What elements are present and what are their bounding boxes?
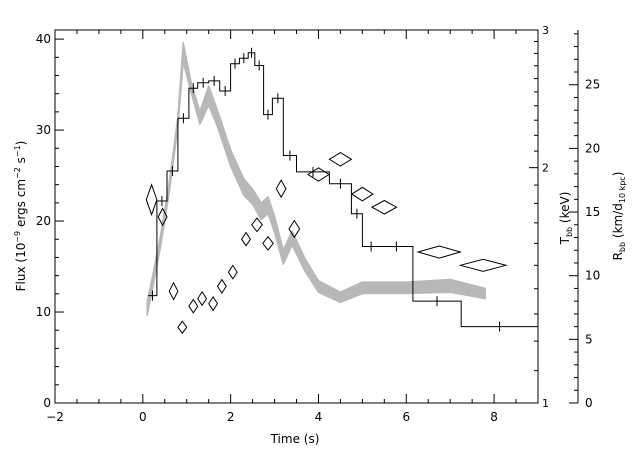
temperature-diamond — [328, 152, 353, 167]
radius-axis: 0 5 10 15 20 25 — [569, 30, 600, 410]
radius-tick-label: 20 — [585, 141, 600, 155]
flux-tick-label: 20 — [36, 214, 51, 228]
flux-tick-label: 40 — [36, 32, 51, 46]
flux-tick-label: 30 — [36, 123, 51, 137]
flux-axis: 0 10 20 30 40 — [36, 32, 64, 410]
temperature-diamond — [350, 186, 374, 202]
x-axis: −2 0 2 4 6 8 — [46, 30, 539, 424]
temperature-diamond — [416, 245, 463, 259]
temperature-diamond — [262, 235, 274, 251]
flux-axis-label: Flux (10−9 ergs cm−2 s−1) — [13, 141, 28, 292]
temperature-tick-label: 1 — [542, 397, 549, 410]
temperature-axis-label: Tbb (keV) — [558, 192, 574, 246]
temperature-diamond — [188, 298, 199, 314]
radius-tick-label: 0 — [585, 396, 593, 410]
temperature-diamond — [168, 281, 179, 301]
temperature-diamond — [208, 295, 219, 312]
radius-band — [146, 41, 487, 316]
radius-tick-label: 25 — [585, 78, 600, 92]
radius-axis-label: Rbb (km/d10 kpc) — [611, 172, 627, 261]
temperature-tick-label: 2 — [542, 162, 549, 175]
temperature-diamond — [370, 199, 398, 215]
temperature-diamond — [275, 179, 287, 199]
x-axis-label: Time (s) — [270, 432, 320, 446]
radius-tick-label: 5 — [585, 332, 593, 346]
flux-histogram-line — [148, 52, 538, 328]
radius-tick-label: 10 — [585, 269, 600, 283]
radius-band-layer — [146, 41, 487, 316]
x-tick-label: 6 — [402, 410, 410, 424]
temperature-diamond — [458, 258, 508, 272]
temperature-axis: 1 2 3 — [529, 24, 549, 410]
temperature-diamond — [227, 264, 238, 280]
radius-tick-label: 15 — [585, 205, 600, 219]
temperature-diamond — [216, 278, 227, 295]
x-tick-label: 8 — [490, 410, 498, 424]
x-tick-label: 2 — [227, 410, 235, 424]
flux-tick-label: 0 — [43, 396, 51, 410]
temperature-diamond — [145, 183, 158, 217]
temperature-tick-label: 3 — [542, 24, 549, 37]
temperature-diamond-layer — [145, 152, 508, 335]
temperature-diamond — [306, 167, 330, 182]
x-tick-label: 0 — [139, 410, 147, 424]
temperature-diamond — [288, 219, 301, 239]
flux-tick-label: 10 — [36, 305, 51, 319]
temperature-diamond — [197, 290, 208, 307]
temperature-diamond — [157, 207, 168, 227]
x-tick-label: −2 — [46, 410, 64, 424]
temperature-diamond — [177, 320, 188, 335]
temperature-diamond — [241, 231, 251, 247]
x-tick-label: 4 — [315, 410, 323, 424]
flux-histogram-layer — [148, 47, 538, 332]
temperature-diamond — [251, 217, 263, 233]
